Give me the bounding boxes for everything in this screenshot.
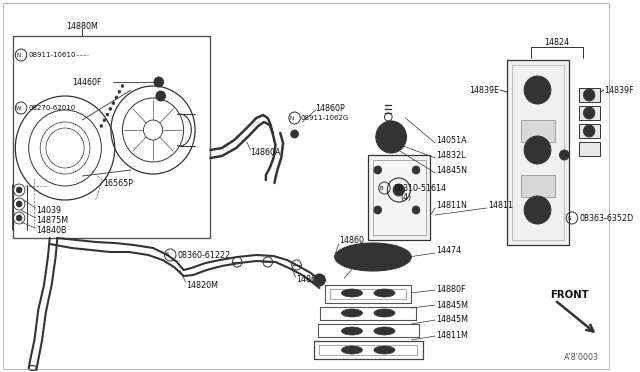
Text: 14860: 14860 [340,235,365,244]
Text: 08360-61222: 08360-61222 [178,250,231,260]
Ellipse shape [340,247,406,267]
Circle shape [524,76,551,104]
Text: 14840B: 14840B [36,225,67,234]
Circle shape [154,77,164,87]
Circle shape [103,119,106,122]
Text: 14474: 14474 [436,246,461,254]
Text: 14820M: 14820M [186,280,218,289]
Ellipse shape [341,346,362,354]
Bar [579,106,600,120]
Text: 14460F: 14460F [72,77,101,87]
Text: FRONT: FRONT [550,290,589,300]
Circle shape [383,128,400,146]
Bar [13,36,211,238]
Text: N: N [290,115,294,121]
Circle shape [412,166,420,174]
Circle shape [376,121,406,153]
Bar [579,124,600,138]
Circle shape [109,108,112,110]
Bar [511,65,564,240]
Text: 14832L: 14832L [436,151,466,160]
Text: 14860P: 14860P [316,103,346,112]
Text: 08911-1062G: 08911-1062G [300,115,349,121]
Text: 14860A: 14860A [296,276,327,285]
Text: 08363-6352D: 08363-6352D [580,214,634,222]
Bar [521,120,555,142]
Circle shape [374,206,381,214]
Text: 14039: 14039 [36,205,61,215]
Circle shape [531,143,544,157]
Circle shape [291,130,298,138]
Text: N: N [16,52,20,58]
Ellipse shape [341,309,362,317]
Circle shape [584,107,595,119]
Bar [521,175,555,197]
Bar [579,142,600,156]
Text: 14051A: 14051A [436,135,467,144]
Circle shape [387,133,395,141]
Ellipse shape [341,289,362,297]
Circle shape [115,96,118,99]
Circle shape [156,91,166,101]
Text: 14839E: 14839E [469,86,499,94]
Circle shape [374,166,381,174]
Text: 14811: 14811 [488,201,513,209]
Circle shape [314,274,325,286]
Circle shape [531,83,544,97]
Text: 14824: 14824 [544,38,569,46]
Ellipse shape [335,243,412,271]
Ellipse shape [374,327,395,335]
Circle shape [16,215,22,221]
Text: 14811N: 14811N [436,201,467,209]
Text: 14839F: 14839F [604,86,634,94]
Circle shape [112,102,115,105]
Circle shape [524,196,551,224]
Circle shape [584,89,595,101]
Ellipse shape [374,289,395,297]
Circle shape [100,125,103,128]
Text: 14845M: 14845M [436,315,468,324]
Text: 14880M: 14880M [67,22,98,31]
Circle shape [524,136,551,164]
Text: 08270-62010: 08270-62010 [29,105,76,111]
Ellipse shape [341,327,362,335]
Text: 14811M: 14811M [436,331,468,340]
Text: S: S [567,215,571,221]
Text: 08310-51614: 08310-51614 [393,183,446,192]
Text: 14845M: 14845M [436,301,468,310]
Circle shape [118,90,121,93]
Text: 16565P: 16565P [103,179,133,187]
Bar [373,160,426,235]
Circle shape [412,206,420,214]
Circle shape [559,150,569,160]
Text: 14880F: 14880F [436,285,466,295]
Bar [579,88,600,102]
Text: (4): (4) [401,192,412,202]
Text: Aʹ8ʹ0003: Aʹ8ʹ0003 [564,353,599,362]
Bar [368,155,430,240]
Text: 14845N: 14845N [436,166,467,174]
Circle shape [393,184,404,196]
Circle shape [584,125,595,137]
Circle shape [531,203,544,217]
Text: W: W [15,106,21,110]
Text: 14875M: 14875M [36,215,68,224]
Circle shape [16,187,22,193]
Circle shape [364,248,381,266]
Text: 14860E: 14860E [354,260,384,269]
Text: 14860A: 14860A [251,148,281,157]
Text: B: B [380,186,383,190]
Circle shape [121,84,124,87]
Circle shape [16,201,22,207]
Circle shape [106,113,109,116]
Ellipse shape [374,346,395,354]
Bar [507,60,569,245]
Text: S: S [166,253,169,257]
Text: 08911-10610: 08911-10610 [29,52,76,58]
Ellipse shape [374,309,395,317]
